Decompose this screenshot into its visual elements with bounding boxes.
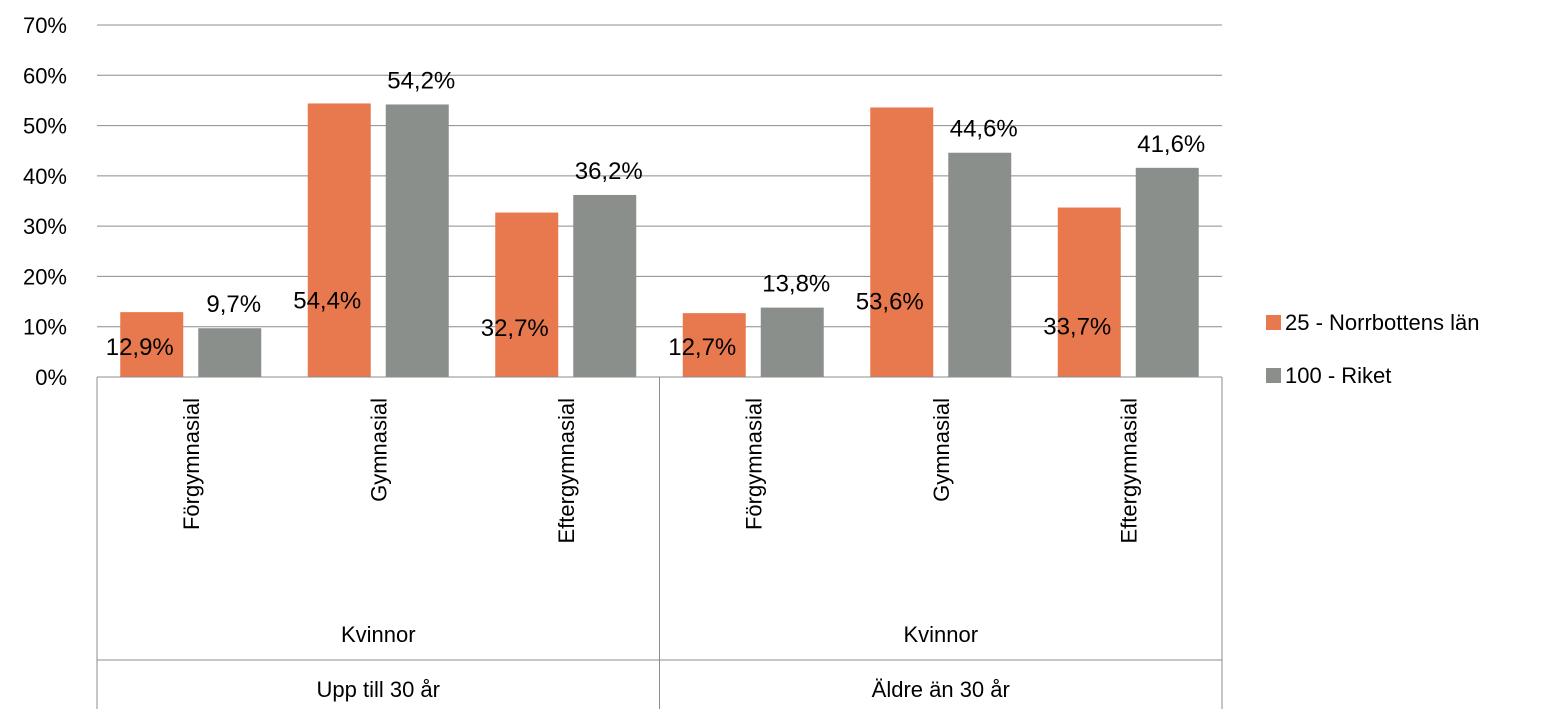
bar — [870, 107, 934, 378]
legend-swatch — [1266, 368, 1281, 383]
data-label: 54,2% — [387, 67, 455, 94]
legend-label: 25 - Norrbottens län — [1285, 310, 1479, 335]
data-label: 32,7% — [481, 315, 549, 342]
bar — [198, 328, 262, 377]
y-tick-label: 50% — [23, 114, 67, 139]
y-tick-label: 70% — [23, 13, 67, 38]
data-label: 53,6% — [856, 289, 924, 316]
data-label: 13,8% — [762, 271, 830, 298]
x-category-label: Gymnasial — [929, 398, 954, 502]
x-category-label: Gymnasial — [366, 398, 391, 502]
bar — [385, 104, 449, 378]
group-age-label: Upp till 30 år — [316, 677, 440, 702]
x-category-label: Förgymnasial — [741, 398, 766, 530]
legend-swatch — [1266, 315, 1281, 330]
group-gender-label: Kvinnor — [341, 622, 416, 647]
y-tick-label: 20% — [23, 264, 67, 289]
data-label: 54,4% — [293, 288, 361, 315]
legend-label: 100 - Riket — [1285, 363, 1391, 388]
x-category-label: Förgymnasial — [179, 398, 204, 530]
bar — [948, 152, 1012, 377]
y-tick-label: 40% — [23, 164, 67, 189]
y-tick-label: 60% — [23, 63, 67, 88]
y-tick-label: 0% — [35, 365, 67, 390]
data-label: 9,7% — [206, 291, 261, 318]
group-age-label: Äldre än 30 år — [872, 677, 1010, 702]
y-tick-label: 10% — [23, 315, 67, 340]
data-label: 44,6% — [950, 116, 1018, 143]
data-label: 41,6% — [1137, 131, 1205, 158]
bar — [573, 194, 637, 377]
data-label: 12,7% — [668, 334, 736, 361]
bar — [760, 307, 824, 377]
bar — [495, 212, 559, 377]
data-label: 36,2% — [575, 158, 643, 185]
data-label: 33,7% — [1043, 314, 1111, 341]
bar — [307, 103, 371, 378]
bar — [1057, 207, 1121, 377]
bar — [1135, 167, 1199, 377]
x-category-label: Eftergymnasial — [1116, 398, 1141, 544]
bar — [682, 313, 746, 377]
data-label: 12,9% — [106, 334, 174, 361]
y-tick-label: 30% — [23, 214, 67, 239]
x-category-label: Eftergymnasial — [554, 398, 579, 544]
group-gender-label: Kvinnor — [903, 622, 978, 647]
bar — [120, 312, 184, 377]
